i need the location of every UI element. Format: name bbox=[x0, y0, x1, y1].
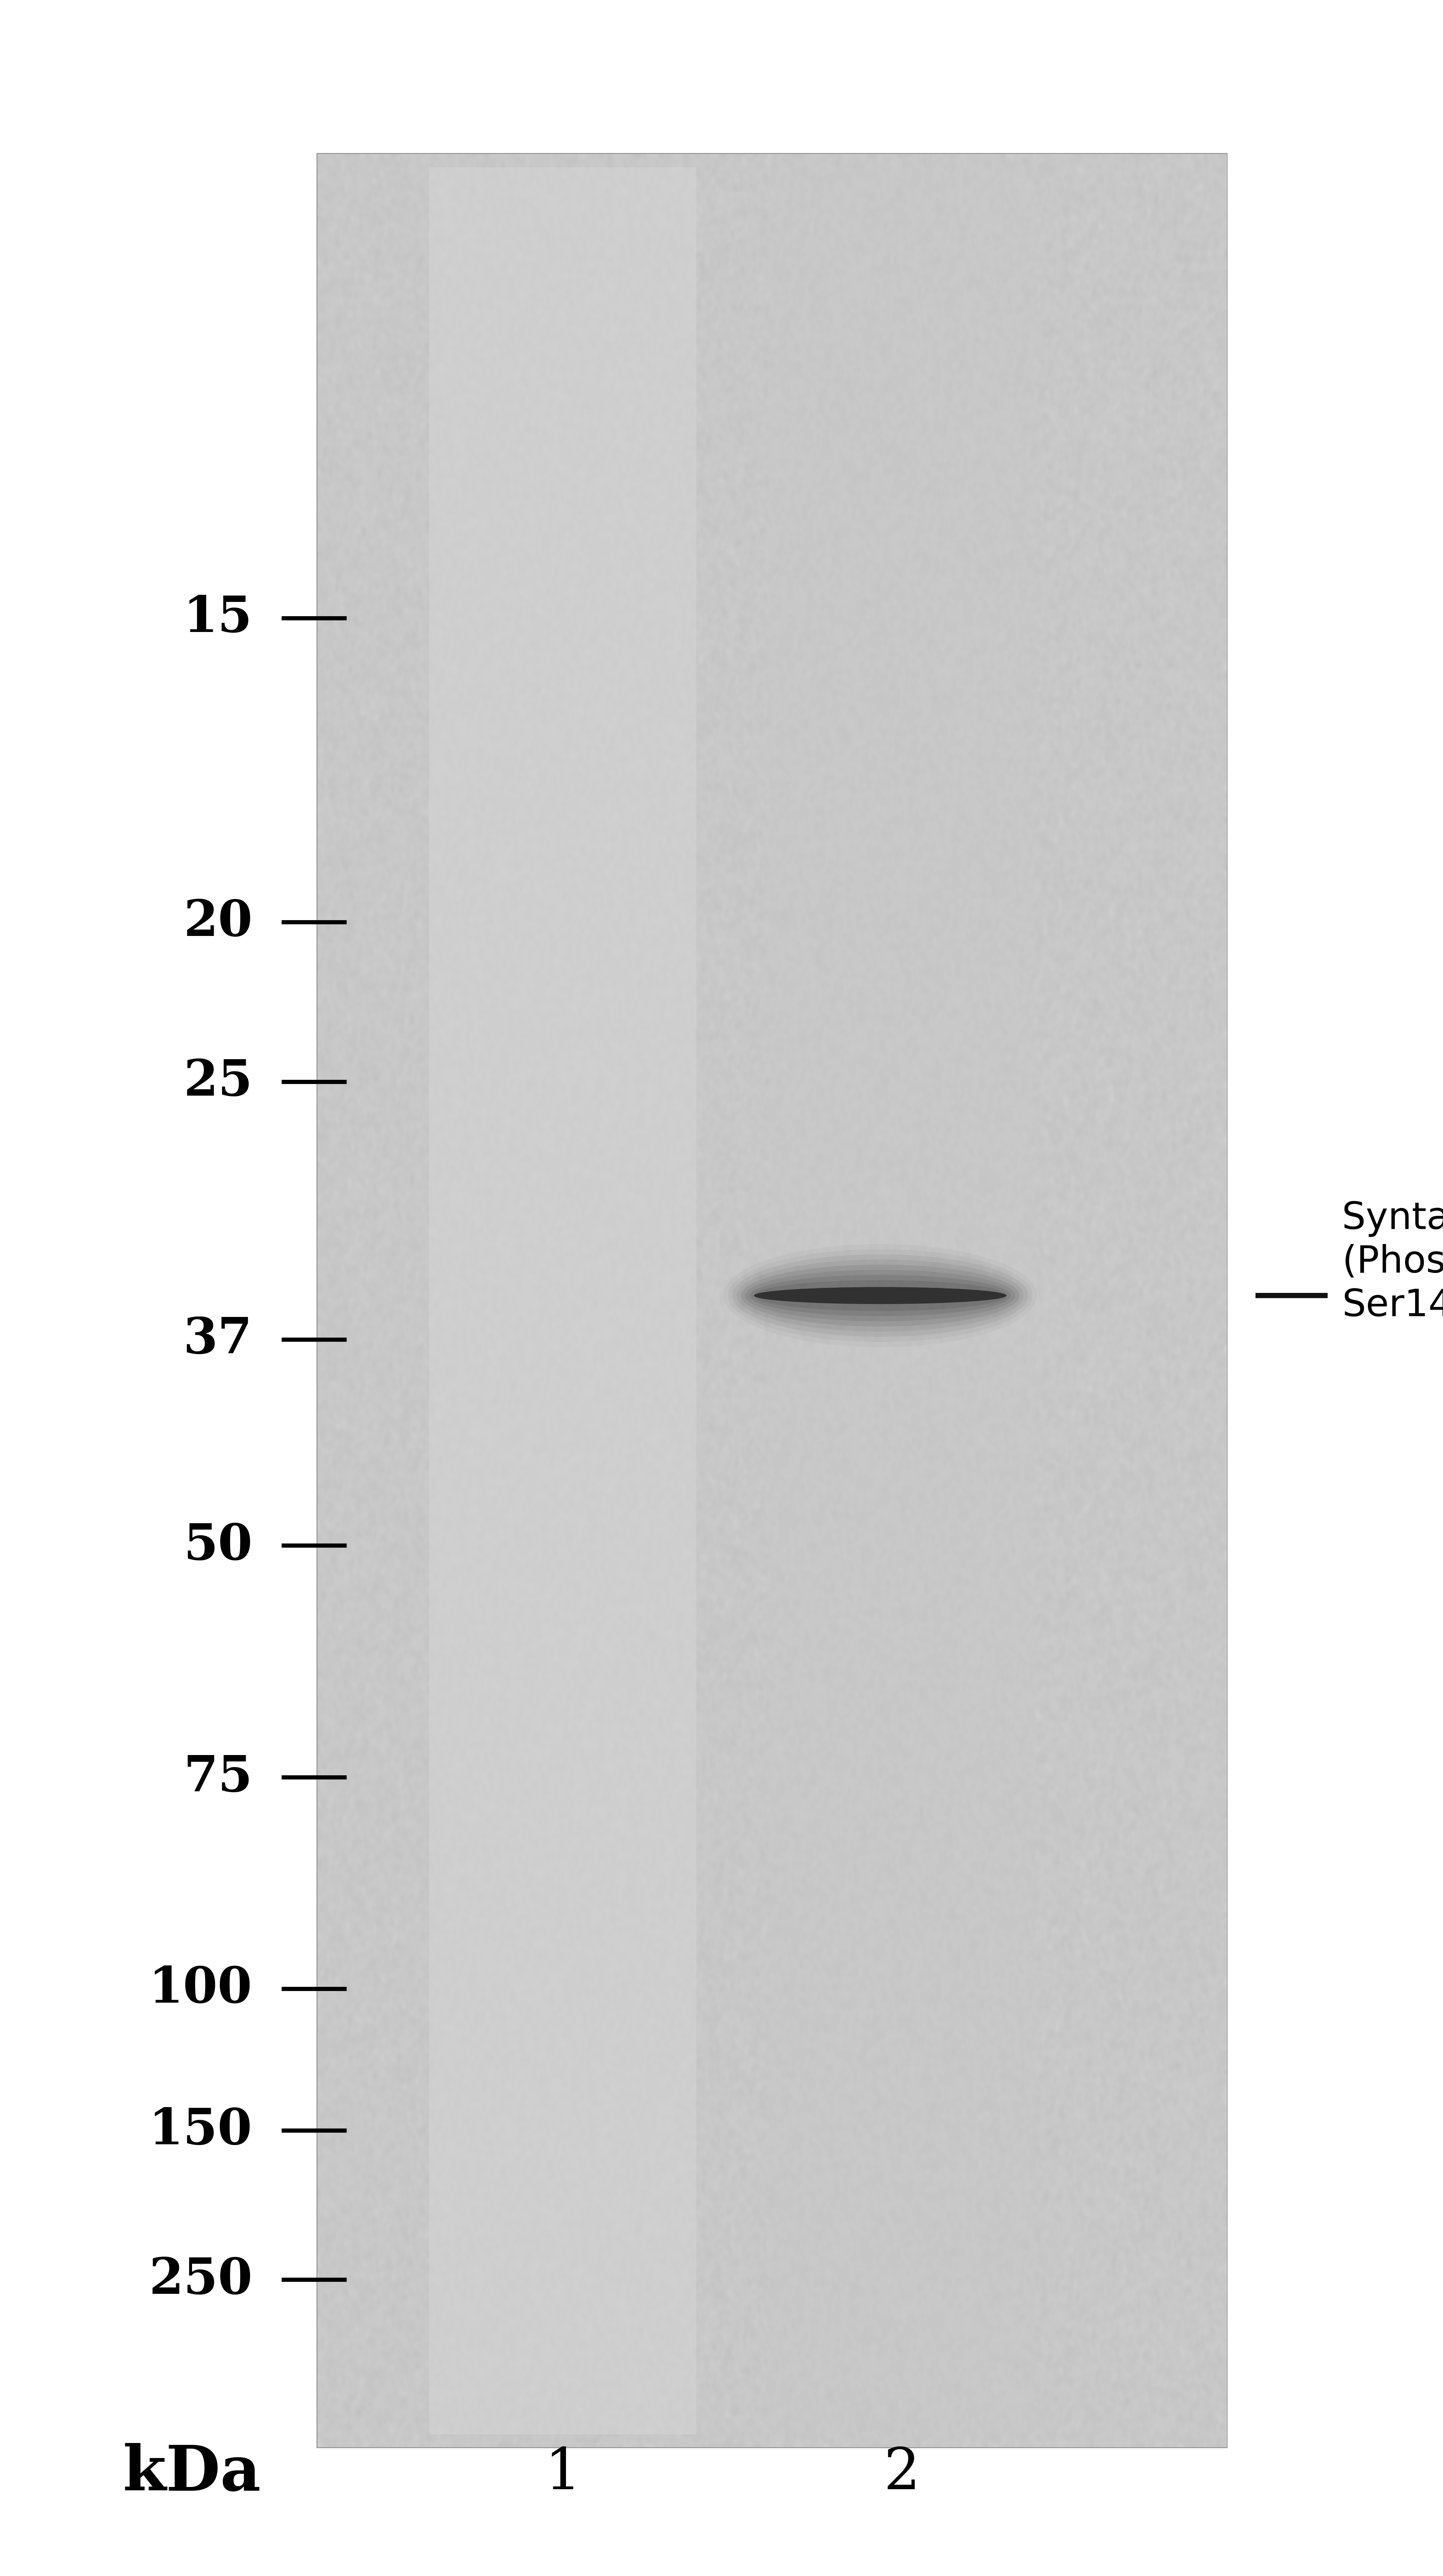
Text: 100: 100 bbox=[149, 1965, 253, 2012]
Ellipse shape bbox=[729, 1249, 1033, 1342]
Ellipse shape bbox=[753, 1288, 1007, 1303]
Ellipse shape bbox=[746, 1270, 1016, 1321]
Text: 250: 250 bbox=[149, 2257, 253, 2303]
Text: 50: 50 bbox=[183, 1522, 253, 1569]
Text: kDa: kDa bbox=[123, 2442, 261, 2504]
Text: 37: 37 bbox=[183, 1316, 253, 1363]
Ellipse shape bbox=[753, 1280, 1007, 1311]
Text: 150: 150 bbox=[149, 2107, 253, 2154]
Text: 15: 15 bbox=[183, 595, 253, 641]
Text: 25: 25 bbox=[183, 1059, 253, 1105]
Text: 20: 20 bbox=[183, 899, 253, 945]
Text: 1: 1 bbox=[544, 2445, 582, 2501]
Ellipse shape bbox=[750, 1275, 1010, 1316]
FancyBboxPatch shape bbox=[430, 167, 696, 2434]
Ellipse shape bbox=[733, 1255, 1027, 1337]
Text: 75: 75 bbox=[183, 1754, 253, 1801]
FancyBboxPatch shape bbox=[768, 167, 1036, 2434]
Text: Syntaxin 1A
(Phospho-
Ser14): Syntaxin 1A (Phospho- Ser14) bbox=[1342, 1200, 1443, 1324]
Ellipse shape bbox=[737, 1260, 1025, 1332]
FancyBboxPatch shape bbox=[317, 155, 1227, 2447]
Ellipse shape bbox=[742, 1265, 1019, 1327]
Text: 2: 2 bbox=[883, 2445, 921, 2501]
